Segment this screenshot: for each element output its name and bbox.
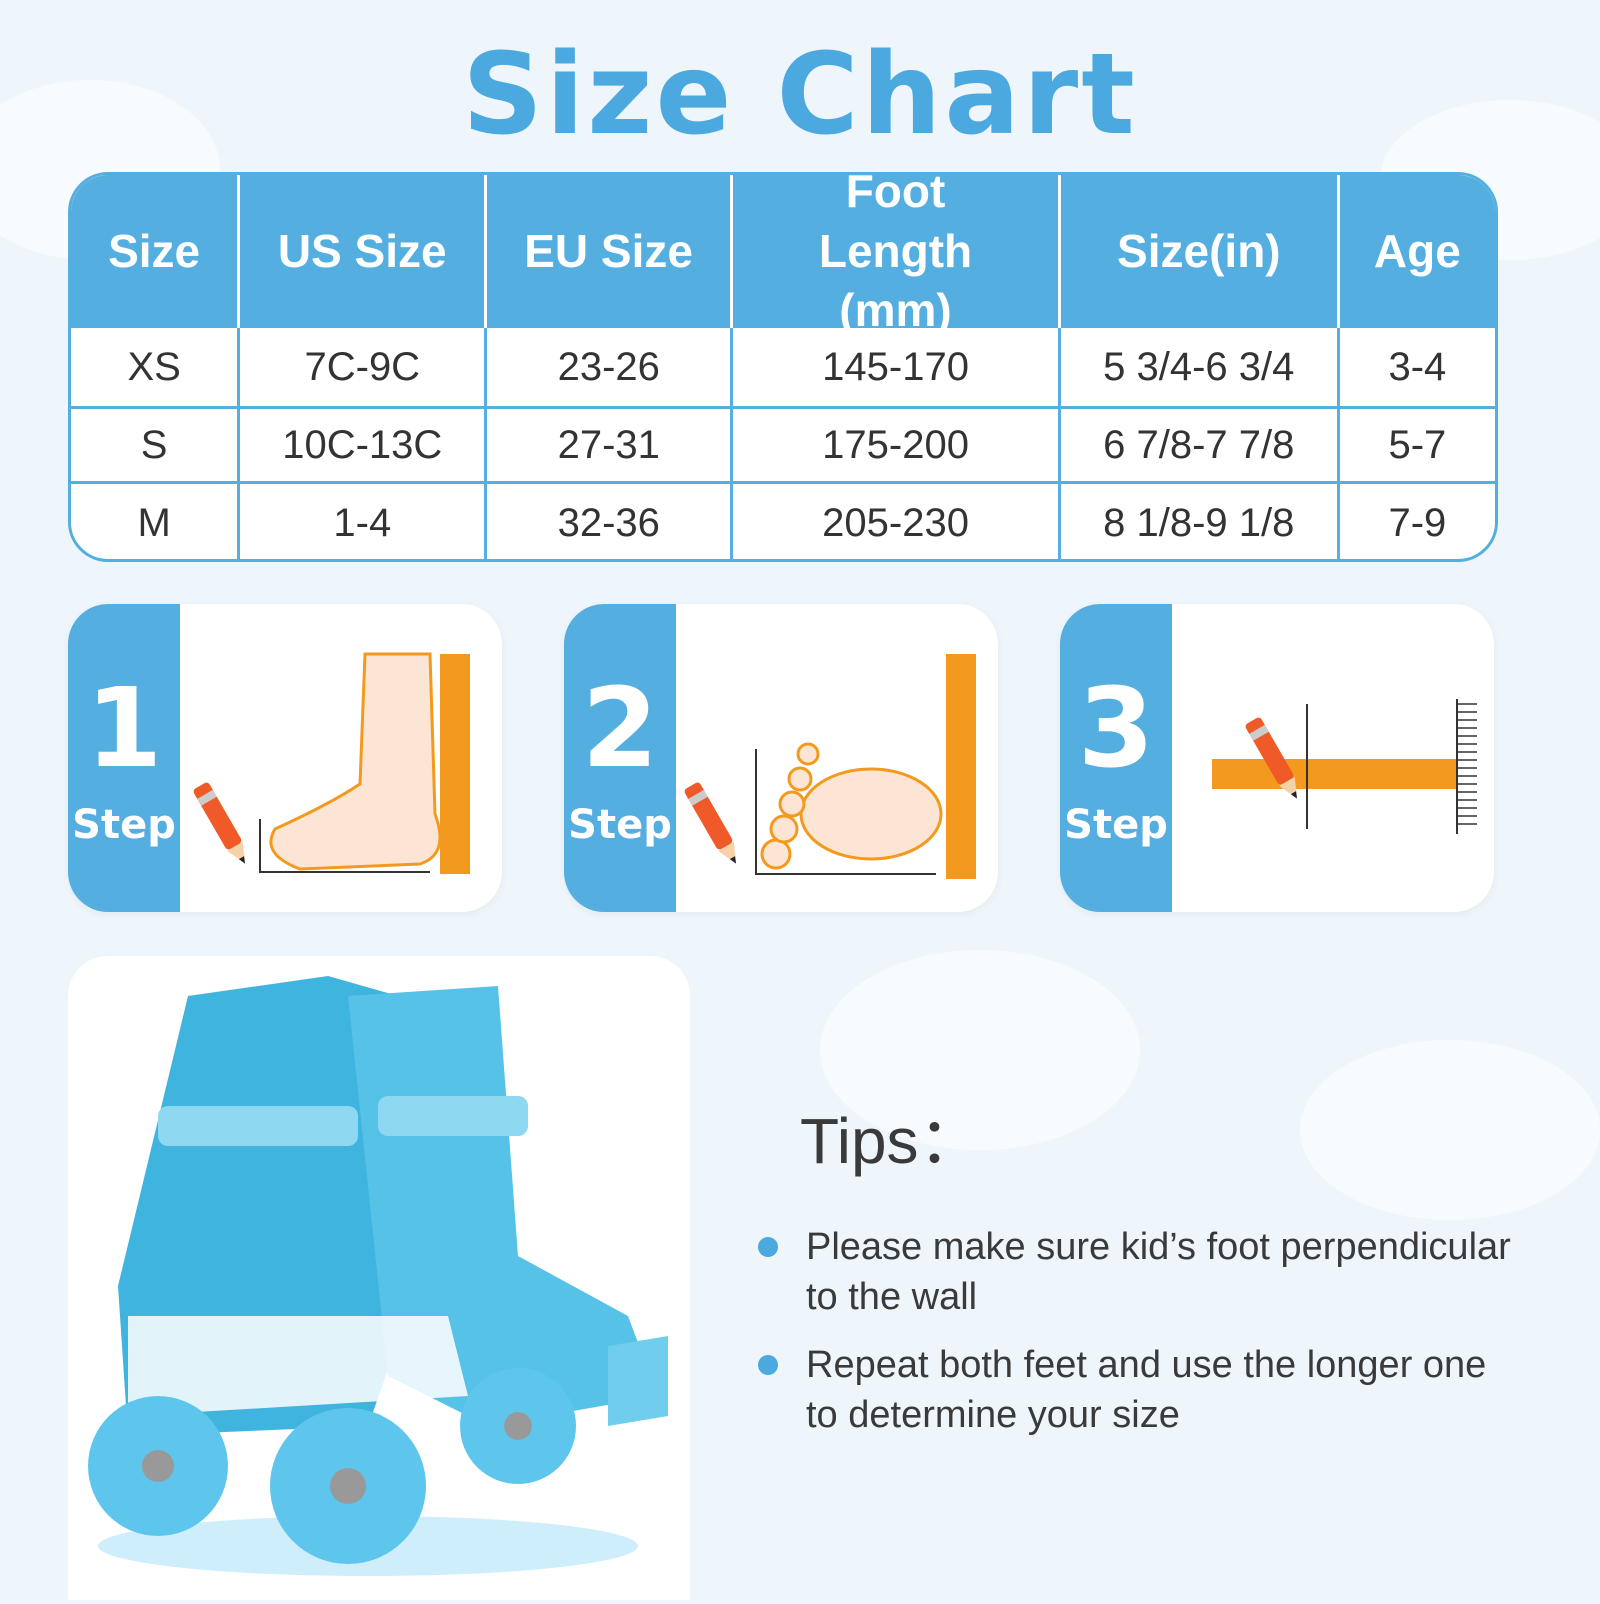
table-header: Size US Size EU Size Foot Length (mm) Size(i… (71, 175, 1495, 336)
page-title: Size Chart (462, 30, 1138, 160)
table-cell: 7-9 (1388, 500, 1447, 545)
column-header: Size(in) (1061, 175, 1340, 328)
column-header: EU Size (487, 175, 734, 328)
step-card: 2 Step (564, 604, 998, 912)
table-cell: 5-7 (1388, 422, 1447, 467)
table-cell: 3-4 (1388, 344, 1447, 389)
step-label: Step (72, 802, 176, 848)
roller-skate-image (68, 956, 690, 1600)
table-cell: 32-36 (487, 484, 734, 559)
tips-heading: Tips： (800, 1105, 983, 1177)
table-cell: M (71, 484, 241, 559)
table-cell: 145-170 (733, 328, 1061, 406)
table-row: XS 7C-9C 23-26 145-170 5 3/4-6 3/4 3-4 (71, 328, 1495, 406)
table-cell: XS (71, 328, 241, 406)
table-cell: 205-230 (733, 484, 1061, 559)
step-card: 3 Step (1060, 604, 1494, 912)
step-number: 1 (85, 664, 163, 792)
size-table: Size US Size EU Size Foot Length (mm) Size(i… (68, 172, 1498, 562)
tip-item: Repeat both feet and use the longer one … (758, 1340, 1520, 1440)
footprint-illustration (684, 654, 976, 879)
table-cell: 8 1/8-9 1/8 (1061, 484, 1340, 559)
table-cell: 1-4 (240, 484, 488, 559)
bullet-icon (758, 1355, 778, 1375)
tips-section: Tips： Please make sure kid’s foot perpen… (758, 1090, 1520, 1458)
table-cell: 6 7/8-7 7/8 (1061, 409, 1340, 481)
table-cell: 27-31 (487, 409, 734, 481)
step-label: Step (568, 802, 672, 848)
step-label: Step (1064, 802, 1168, 848)
column-header: Foot Length (mm) (733, 175, 1061, 336)
bullet-icon (758, 1237, 778, 1257)
table-cell: 10C-13C (240, 409, 488, 481)
step-card: 1 Step (68, 604, 502, 912)
step-badge: 3 Step (1060, 604, 1172, 912)
tip-text: Repeat both feet and use the longer one … (806, 1344, 1487, 1436)
step-number: 3 (1077, 664, 1155, 792)
table-row: M 1-4 32-36 205-230 8 1/8-9 1/8 7-9 (71, 481, 1495, 559)
table-cell: 5 3/4-6 3/4 (1061, 328, 1340, 406)
tip-text: Please make sure kid’s foot perpendicula… (806, 1226, 1511, 1318)
column-header: Size (71, 175, 241, 328)
column-header: US Size (240, 175, 488, 328)
table-cell: 175-200 (733, 409, 1061, 481)
step-number: 2 (581, 664, 659, 792)
step-badge: 1 Step (68, 604, 180, 912)
ruler-measure-illustration (1212, 699, 1477, 834)
step-badge: 2 Step (564, 604, 676, 912)
table-cell: 23-26 (487, 328, 734, 406)
foot-side-illustration (193, 652, 470, 874)
column-header: Age (1373, 224, 1461, 277)
tip-item: Please make sure kid’s foot perpendicula… (758, 1222, 1520, 1322)
table-row: S 10C-13C 27-31 175-200 6 7/8-7 7/8 5-7 (71, 406, 1495, 481)
table-cell: 7C-9C (240, 328, 488, 406)
table-cell: S (71, 409, 241, 481)
